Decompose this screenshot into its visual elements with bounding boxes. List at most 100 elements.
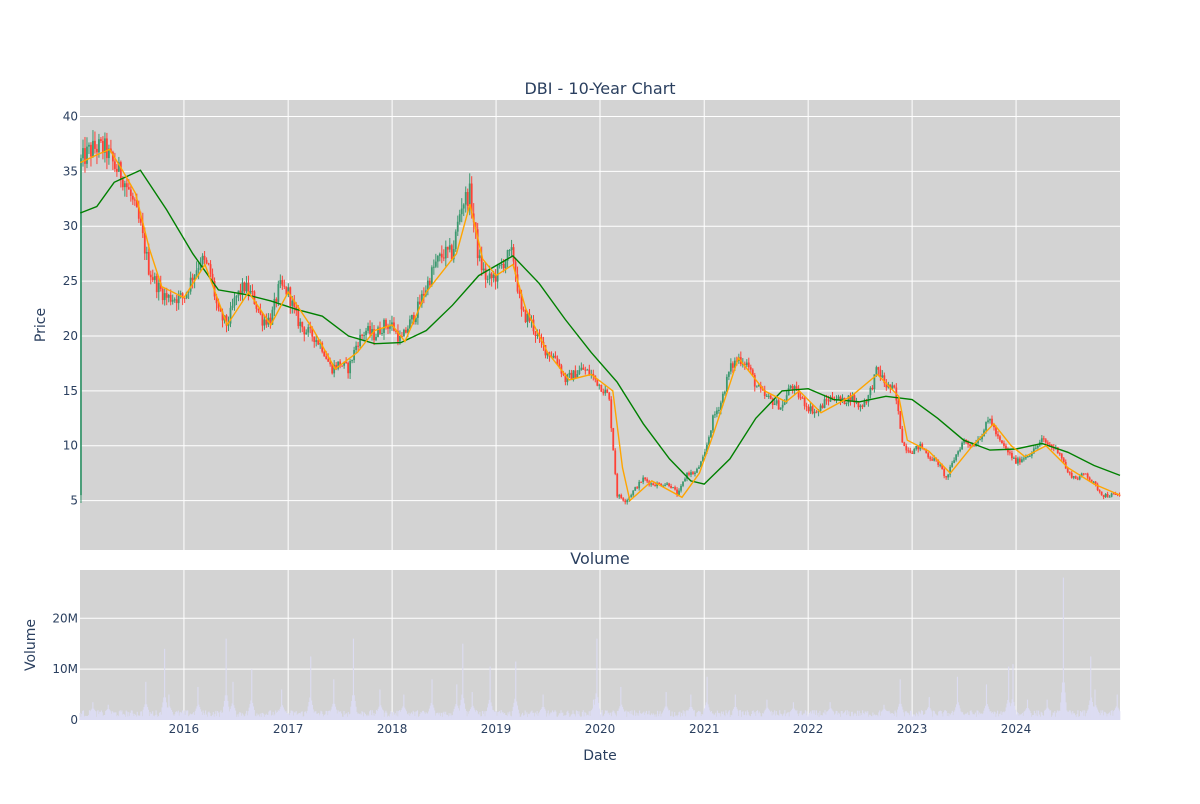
- price-candle: [634, 486, 637, 492]
- price-candle: [897, 398, 900, 415]
- price-candle: [94, 131, 96, 154]
- volume-bar: [843, 712, 845, 720]
- price-candle: [666, 481, 668, 486]
- volume-bar: [844, 712, 846, 720]
- volume-bar: [821, 715, 824, 720]
- price-candle: [799, 392, 802, 401]
- volume-bar: [706, 676, 708, 720]
- volume-bar: [977, 710, 979, 720]
- volume-bar: [352, 638, 354, 720]
- volume-bar: [287, 713, 290, 720]
- price-candle: [769, 394, 772, 400]
- price-candle: [710, 430, 712, 438]
- price-candle: [454, 229, 457, 252]
- volume-bar: [149, 712, 151, 720]
- price-candle: [630, 493, 633, 498]
- volume-bar: [1016, 711, 1018, 720]
- volume-bar: [305, 711, 307, 720]
- price-candle: [239, 283, 242, 301]
- volume-bar: [958, 705, 960, 720]
- volume-bar: [944, 710, 946, 720]
- price-candle: [149, 270, 152, 285]
- price-candle: [371, 322, 373, 341]
- volume-bar: [487, 707, 489, 720]
- volume-bar: [580, 716, 583, 720]
- date-x-tick-label: 2018: [377, 722, 408, 736]
- volume-bar: [193, 715, 196, 720]
- volume-bar: [355, 706, 357, 720]
- price-candle: [909, 447, 912, 454]
- volume-bar: [786, 712, 788, 720]
- price-candle: [514, 257, 517, 282]
- price-candle: [203, 251, 206, 267]
- volume-bar: [614, 713, 616, 720]
- volume-bar: [311, 704, 313, 720]
- volume-bar: [768, 710, 771, 720]
- volume-bar: [740, 716, 742, 720]
- price-candle: [1024, 454, 1027, 460]
- volume-bar: [1008, 666, 1010, 720]
- volume-bar: [196, 706, 198, 720]
- price-candle: [129, 184, 132, 202]
- volume-bar: [354, 700, 356, 720]
- volume-bar: [940, 711, 942, 720]
- volume-bar: [400, 710, 402, 720]
- price-candle: [1019, 456, 1021, 465]
- volume-bar: [1061, 692, 1063, 720]
- volume-bar: [539, 710, 542, 720]
- volume-bar: [208, 711, 210, 720]
- price-candle: [688, 471, 690, 477]
- volume-bar: [94, 711, 96, 720]
- volume-bar: [199, 709, 202, 720]
- volume-bar: [264, 714, 266, 720]
- price-candle: [939, 463, 942, 468]
- volume-bar: [510, 715, 512, 720]
- price-candle: [690, 469, 692, 478]
- volume-bar: [889, 712, 891, 720]
- price-candle: [466, 188, 469, 212]
- volume-bar: [358, 713, 360, 720]
- volume-bar: [99, 711, 101, 720]
- volume-bar: [1066, 710, 1068, 720]
- volume-bar: [1110, 710, 1112, 720]
- volume-bar: [982, 713, 984, 720]
- price-candle: [526, 311, 529, 328]
- volume-bar: [1108, 712, 1111, 720]
- volume-bar: [778, 715, 780, 720]
- volume-bar: [508, 714, 510, 720]
- volume-bar: [262, 712, 264, 720]
- volume-bar: [1001, 714, 1003, 720]
- volume-bar: [931, 711, 933, 720]
- volume-bar: [1079, 716, 1081, 720]
- price-candle: [791, 384, 794, 394]
- volume-bar: [775, 711, 777, 720]
- volume-bar: [351, 700, 353, 720]
- volume-bar: [501, 712, 503, 720]
- volume-bar: [768, 709, 770, 720]
- price-candle: [281, 275, 284, 290]
- volume-bar: [475, 711, 477, 720]
- volume-bar: [407, 714, 409, 720]
- volume-bar: [419, 714, 421, 720]
- volume-bar: [153, 716, 155, 720]
- volume-bar: [344, 714, 346, 720]
- volume-bar: [183, 710, 185, 720]
- volume-bar: [119, 710, 121, 720]
- price-candle: [482, 262, 485, 273]
- price-candle: [1003, 440, 1005, 448]
- volume-bar: [328, 710, 330, 720]
- volume-bar: [687, 710, 689, 720]
- volume-bar: [248, 707, 250, 720]
- volume-bar: [1060, 702, 1062, 720]
- volume-bar: [567, 710, 569, 720]
- volume-bar: [356, 711, 358, 720]
- volume-bar: [1067, 711, 1069, 720]
- volume-bar: [589, 715, 591, 720]
- volume-bar: [111, 711, 114, 720]
- moving-average-long-line: [80, 169, 1121, 485]
- price-candle: [387, 323, 389, 335]
- volume-bar: [367, 714, 369, 720]
- price-candle: [123, 180, 126, 197]
- volume-bar: [619, 706, 621, 720]
- price-candle: [486, 275, 489, 284]
